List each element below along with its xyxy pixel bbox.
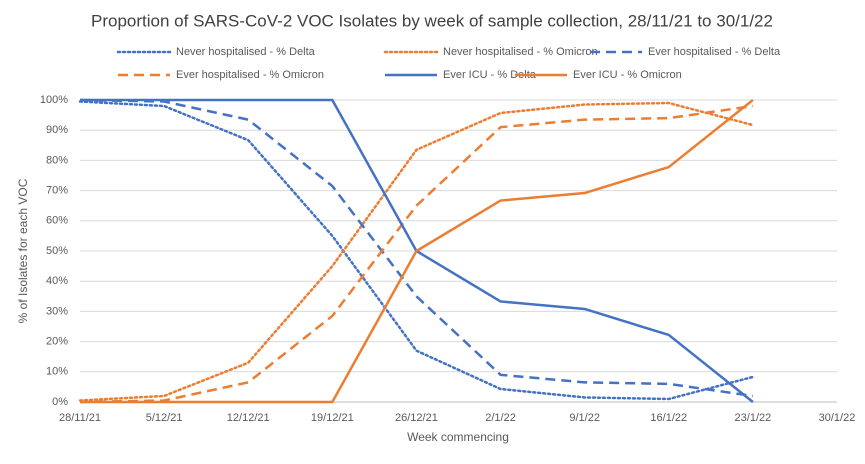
y-tick-label: 70% — [46, 185, 68, 197]
y-tick-label: 90% — [46, 124, 68, 136]
legend-label: Ever ICU - % Omicron — [573, 69, 682, 81]
legend-label: Never hospitalised - % Omicron — [443, 46, 598, 58]
series-line — [78, 101, 755, 402]
legend-label: Ever hospitalised - % Omicron — [176, 69, 324, 81]
x-tick-label: 19/12/21 — [311, 412, 354, 424]
series-line — [80, 99, 754, 404]
series-line — [79, 104, 754, 404]
x-tick-label: 12/12/21 — [227, 412, 270, 424]
y-tick-label: 40% — [46, 275, 68, 287]
y-tick-label: 50% — [46, 245, 68, 257]
y-tick-label: 10% — [46, 366, 68, 378]
y-tick-label: 80% — [46, 154, 68, 166]
y-tick-label: 60% — [46, 215, 68, 227]
y-tick-label: 30% — [46, 305, 68, 317]
y-tick-label: 20% — [46, 336, 68, 348]
legend-label: Ever hospitalised - % Delta — [648, 46, 781, 58]
legend-label: Never hospitalised - % Delta — [176, 46, 316, 58]
x-tick-label: 30/1/22 — [819, 412, 856, 424]
x-tick-label: 5/12/21 — [146, 412, 183, 424]
y-axis-title: % of Isolates for each VOC — [16, 178, 30, 323]
series-line — [78, 100, 755, 401]
x-tick-label: 23/1/22 — [735, 412, 772, 424]
series-line — [79, 98, 754, 398]
x-tick-label: 28/11/21 — [59, 412, 101, 424]
x-tick-label: 9/1/22 — [569, 412, 600, 424]
legend-label: Ever ICU - % Delta — [443, 69, 537, 81]
y-tick-label: 0% — [52, 396, 68, 408]
chart-title: Proportion of SARS-CoV-2 VOC Isolates by… — [91, 11, 773, 30]
x-axis-title: Week commencing — [407, 430, 509, 444]
x-tick-label: 26/12/21 — [395, 412, 438, 424]
x-tick-label: 2/1/22 — [485, 412, 516, 424]
x-tick-label: 16/1/22 — [650, 412, 687, 424]
y-tick-label: 100% — [40, 94, 68, 106]
